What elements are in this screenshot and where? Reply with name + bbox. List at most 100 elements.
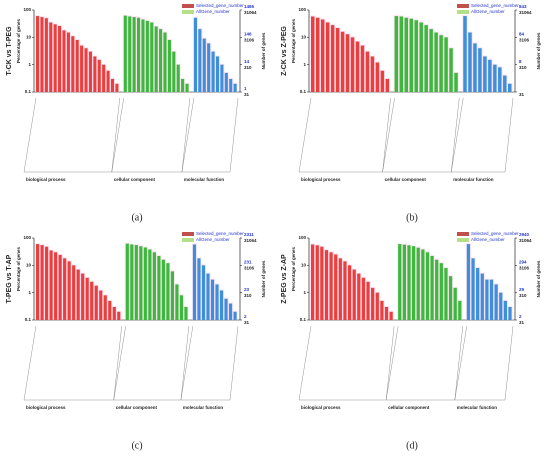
bar: [330, 25, 335, 92]
bar: [385, 78, 390, 92]
y2-axis-label: Number of genes: [536, 260, 541, 297]
bar: [112, 306, 116, 320]
bar: [409, 18, 413, 93]
legend-swatch: [457, 238, 469, 242]
y-tick-label: 10: [301, 263, 307, 268]
bar: [63, 258, 67, 320]
group-label: biological process: [301, 405, 341, 410]
y-tick-label: 0.1: [25, 89, 32, 94]
bar: [503, 300, 507, 320]
y2-axis-label: Number of genes: [536, 32, 541, 69]
bar: [320, 19, 325, 92]
y2-all-label: 31064: [519, 238, 532, 243]
bar: [380, 70, 385, 92]
bar: [145, 20, 149, 92]
legend-label: Selected_gene_number: [471, 231, 519, 236]
bar: [315, 245, 319, 320]
group-label: molecular function: [453, 177, 494, 182]
y2-selected-label: 2: [244, 314, 247, 319]
bar: [233, 83, 237, 92]
bar: [36, 244, 40, 320]
y-title: Z-CK vs Z-PEG: [281, 26, 288, 76]
legend-swatch: [182, 232, 194, 236]
bar: [398, 244, 402, 320]
y-axis-label: Percentage of genes: [16, 246, 21, 291]
bar: [394, 16, 399, 92]
bar: [329, 252, 333, 320]
group-bracket: [385, 325, 464, 401]
y2-selected-label: 294: [519, 260, 527, 265]
bar: [97, 59, 101, 92]
bar: [454, 72, 458, 92]
bar: [110, 78, 115, 92]
bar: [219, 290, 224, 320]
y2-selected-label: 231: [244, 260, 252, 265]
bar: [334, 254, 338, 320]
bar: [45, 246, 49, 320]
bar: [163, 32, 167, 92]
bar: [233, 311, 237, 320]
bar: [430, 255, 434, 320]
bar: [215, 284, 219, 320]
bar: [49, 250, 53, 320]
bar: [370, 56, 375, 92]
bar: [172, 51, 176, 92]
y-tick-label: 1: [28, 290, 31, 295]
bar: [347, 265, 352, 320]
bar: [137, 17, 141, 93]
bar: [508, 83, 512, 92]
bar: [215, 56, 220, 92]
bar: [128, 16, 132, 92]
bar: [345, 34, 350, 92]
bar: [375, 62, 380, 92]
bar: [352, 269, 356, 320]
y2-selected-label: 8: [519, 59, 522, 64]
y-axis-label: Percentage of genes: [16, 18, 21, 63]
panel-label: (d): [406, 440, 418, 451]
y2-all-label: 31064: [244, 238, 257, 243]
y-tick-label: 1: [303, 290, 306, 295]
y-title: Z-PEG vs Z-AP: [281, 254, 288, 304]
bar: [58, 254, 62, 320]
bar: [201, 265, 206, 320]
y2-all-label: 3106: [244, 38, 255, 43]
bar: [154, 26, 158, 92]
bar: [198, 29, 202, 93]
bar: [371, 287, 375, 320]
group-bracket: [451, 97, 514, 173]
bar: [192, 244, 197, 320]
bar: [150, 22, 154, 92]
bar: [343, 261, 347, 320]
y-tick-label: 0.1: [300, 317, 307, 322]
bar: [220, 64, 224, 92]
bar: [229, 78, 233, 92]
bar: [421, 249, 425, 320]
bar: [444, 37, 448, 92]
bar: [143, 247, 147, 320]
bar: [419, 22, 423, 92]
y2-selected-label: 1: [244, 86, 247, 91]
panel-label: (b): [406, 212, 418, 223]
y2-all-label: 31: [519, 92, 525, 97]
bar: [148, 249, 152, 320]
y2-selected-label: 2: [519, 314, 522, 319]
group-bracket: [23, 325, 122, 401]
bar: [161, 259, 165, 320]
bar: [81, 273, 85, 320]
y-tick-label: 0.1: [300, 89, 307, 94]
legend-label: Selected_gene_number: [196, 231, 244, 236]
y2-selected-label: 1465: [244, 4, 255, 9]
bar: [40, 245, 44, 320]
bar: [85, 277, 89, 320]
bar: [106, 70, 110, 92]
bar: [224, 72, 228, 92]
group-bracket: [181, 97, 239, 173]
bar: [175, 284, 179, 320]
group-label: cellular component: [116, 405, 158, 410]
bar: [439, 35, 443, 92]
bar: [429, 29, 433, 93]
y2-selected-label: 23: [244, 287, 250, 292]
bar: [311, 16, 315, 92]
group-bracket: [23, 97, 120, 173]
